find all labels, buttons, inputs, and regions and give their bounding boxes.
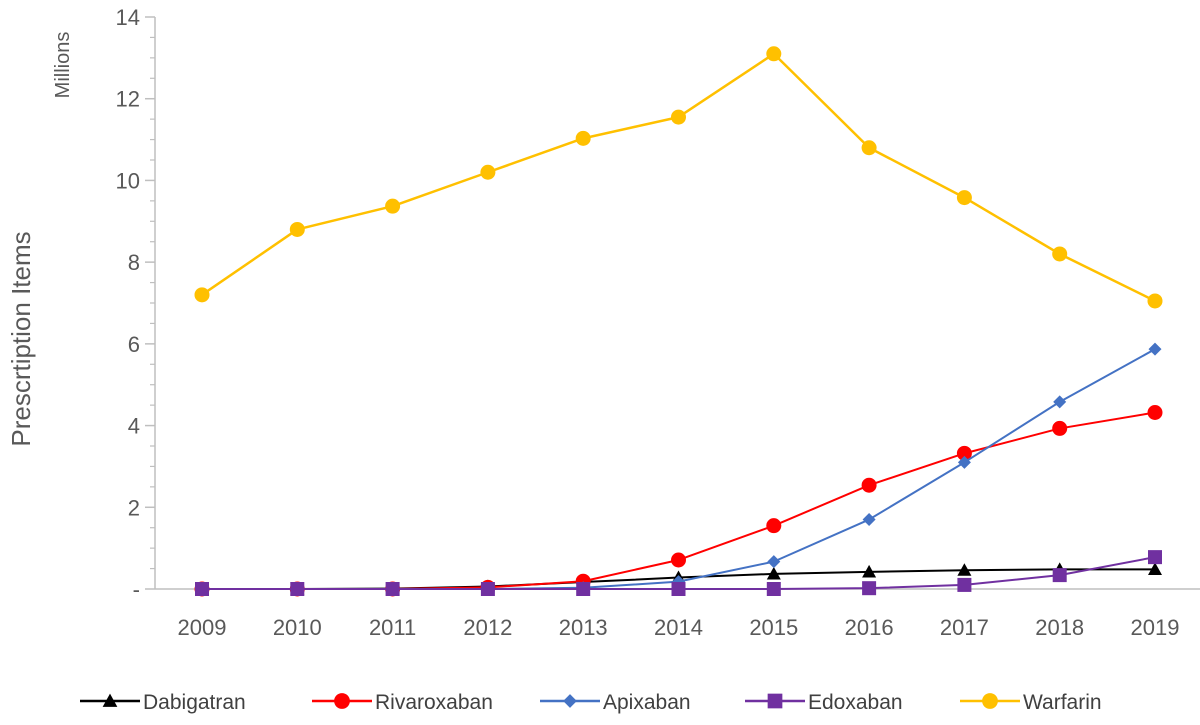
data-point-edoxaban xyxy=(1148,550,1162,565)
x-tick-label: 2011 xyxy=(369,615,416,640)
x-tick-label: 2017 xyxy=(940,615,989,640)
y-axis-unit-label: Millions xyxy=(52,32,74,99)
legend-marker xyxy=(982,693,998,709)
y-tick-label: 14 xyxy=(116,5,140,30)
legend-label: Dabigatran xyxy=(143,691,246,714)
data-point-warfarin xyxy=(575,130,591,146)
data-point-edoxaban xyxy=(385,582,400,596)
legend-item-rivaroxaban: Rivaroxaban xyxy=(312,691,493,714)
data-point-warfarin xyxy=(385,198,401,214)
x-tick-label: 2019 xyxy=(1131,615,1180,640)
data-point-apixaban xyxy=(862,513,876,527)
data-point-rivaroxaban xyxy=(861,477,877,493)
data-point-rivaroxaban xyxy=(766,518,782,534)
legend-label: Edoxaban xyxy=(808,691,903,714)
y-tick-label: 4 xyxy=(128,414,140,439)
series-warfarin xyxy=(194,46,1163,309)
data-point-dabigatran xyxy=(862,564,877,578)
legend-label: Warfarin xyxy=(1023,691,1102,714)
data-point-warfarin xyxy=(1052,246,1068,262)
data-point-rivaroxaban xyxy=(956,445,972,461)
data-point-warfarin xyxy=(480,164,496,180)
data-point-edoxaban xyxy=(576,582,591,596)
data-point-edoxaban xyxy=(766,582,781,596)
y-tick-label: 6 xyxy=(128,332,140,357)
data-point-warfarin xyxy=(289,221,305,237)
x-tick-label: 2015 xyxy=(749,615,798,640)
data-point-edoxaban xyxy=(671,582,686,596)
data-point-warfarin xyxy=(671,109,686,125)
data-point-dabigatran xyxy=(957,563,972,576)
data-point-apixaban xyxy=(1148,342,1162,356)
data-point-rivaroxaban xyxy=(1147,404,1163,420)
legend: Dabigatran Rivaroxaban Apixaban Edoxaban War… xyxy=(80,691,1102,714)
data-point-dabigatran xyxy=(1148,562,1162,575)
data-point-edoxaban xyxy=(480,582,495,596)
x-tick-label: 2010 xyxy=(273,615,322,640)
x-tick-label: 2016 xyxy=(845,615,894,640)
data-point-dabigatran xyxy=(766,566,781,580)
series-edoxaban xyxy=(195,550,1162,596)
data-point-apixaban xyxy=(767,555,781,569)
data-point-rivaroxaban xyxy=(671,552,686,568)
y-tick-label: - xyxy=(133,577,140,602)
legend-label: Apixaban xyxy=(603,691,691,714)
legend-marker xyxy=(767,693,783,709)
data-point-warfarin xyxy=(766,46,782,62)
axes: - 2 4 6 8 10 12 14 2009 2010 2011 2012 2013 2014 2015 2… xyxy=(116,5,1200,640)
legend-label: Rivaroxaban xyxy=(375,691,493,714)
data-point-apixaban xyxy=(957,455,971,469)
data-point-apixaban xyxy=(1053,395,1067,409)
legend-marker xyxy=(334,693,350,709)
data-point-edoxaban xyxy=(862,581,877,596)
legend-marker xyxy=(102,693,118,707)
data-point-rivaroxaban xyxy=(1052,420,1068,436)
x-tick-label: 2013 xyxy=(559,615,608,640)
data-point-edoxaban xyxy=(290,582,305,596)
legend-item-apixaban: Apixaban xyxy=(540,691,691,714)
data-point-warfarin xyxy=(1147,293,1163,309)
x-tick-label: 2012 xyxy=(463,615,512,640)
data-point-edoxaban xyxy=(957,577,972,592)
series-line-warfarin xyxy=(201,52,1156,303)
data-point-warfarin xyxy=(861,140,877,156)
y-tick-label: 8 xyxy=(128,250,140,275)
data-point-warfarin xyxy=(194,287,210,303)
data-point-warfarin xyxy=(956,190,972,206)
series-layer xyxy=(194,46,1163,597)
legend-item-dabigatran: Dabigatran xyxy=(80,691,246,714)
legend-item-edoxaban: Edoxaban xyxy=(745,691,903,714)
x-tick-label: 2014 xyxy=(654,615,703,640)
y-axis-title: Prescrtiption Items xyxy=(6,231,36,446)
x-tick-label: 2018 xyxy=(1035,615,1084,640)
legend-marker xyxy=(563,694,577,708)
series-rivaroxaban xyxy=(194,404,1163,597)
legend-item-warfarin: Warfarin xyxy=(960,691,1102,714)
y-tick-label: 12 xyxy=(116,87,140,112)
data-point-edoxaban xyxy=(195,582,209,596)
data-point-edoxaban xyxy=(1052,568,1067,583)
x-tick-label: 2009 xyxy=(178,615,227,640)
y-tick-label: 10 xyxy=(116,168,140,193)
y-tick-label: 2 xyxy=(128,495,140,520)
